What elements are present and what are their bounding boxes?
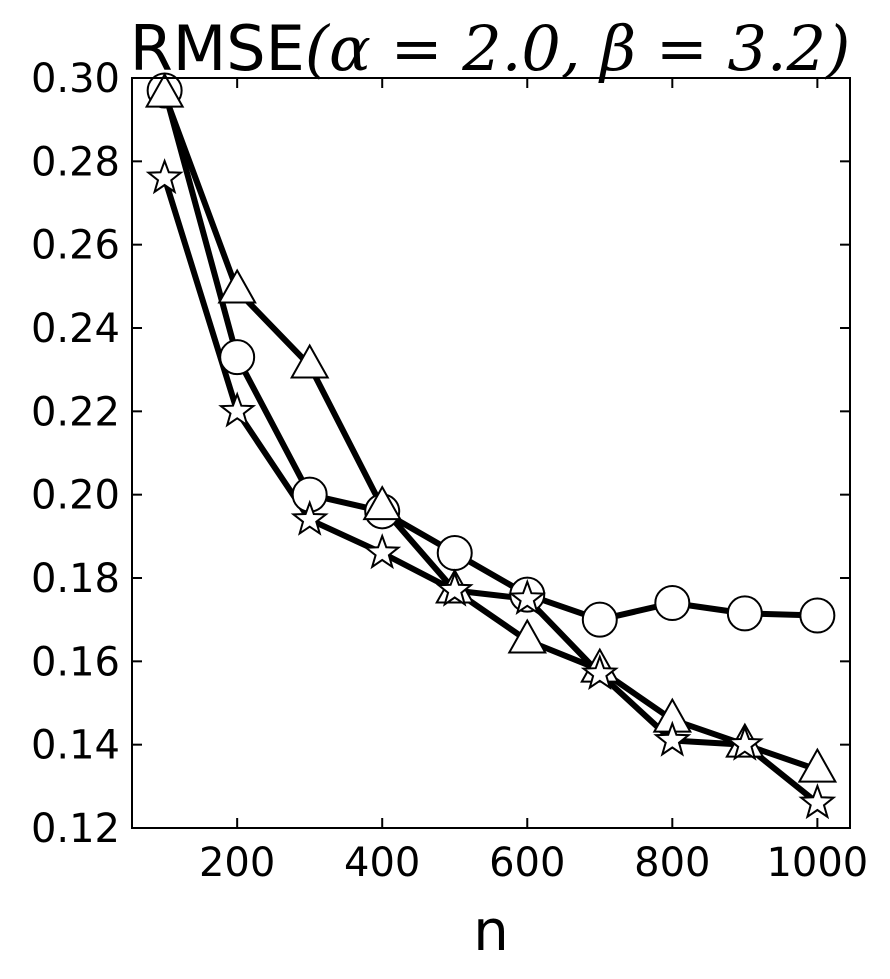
- y-tick-label: 0.28: [31, 139, 120, 185]
- chart-title: RMSE(α = 2.0, β = 3.2): [130, 12, 851, 85]
- star-marker: [580, 653, 619, 690]
- x-tick-label: 400: [344, 840, 420, 886]
- chart-title-text: RMSE: [130, 12, 305, 85]
- star-marker: [725, 724, 764, 761]
- circle-marker: [581, 601, 618, 638]
- star-marker: [508, 578, 547, 615]
- y-tick-label: 0.30: [31, 56, 120, 102]
- circle-marker: [436, 535, 473, 571]
- triangle-marker: [797, 747, 838, 783]
- circle-marker: [654, 585, 691, 621]
- star-marker: [435, 570, 474, 607]
- series-line-star: [161, 177, 820, 806]
- star-marker: [145, 158, 184, 195]
- triangle-marker: [217, 268, 257, 304]
- y-tick-label: 0.14: [31, 723, 120, 769]
- circle-marker: [726, 595, 763, 632]
- star-marker: [798, 783, 837, 820]
- star-marker: [290, 499, 329, 536]
- circle-marker: [799, 597, 836, 634]
- y-tick-label: 0.26: [31, 223, 120, 269]
- star-marker: [653, 720, 692, 757]
- circle-marker: [219, 339, 256, 376]
- star-marker: [218, 391, 257, 428]
- y-axis: 0.12 0.14 0.16 0.18 0.20 0.22 0.24 0.26 0.28 0.30: [31, 56, 850, 852]
- x-axis: 200 400 600 800 1000: [199, 78, 868, 886]
- y-tick-label: 0.12: [31, 806, 120, 852]
- y-tick-label: 0.18: [31, 556, 120, 602]
- triangle-marker: [362, 485, 402, 521]
- x-tick-label: 800: [634, 840, 710, 886]
- x-tick-label: 600: [489, 840, 565, 886]
- series-line-triangle: [161, 93, 819, 773]
- plot-frame: [131, 77, 851, 829]
- y-tick-label: 0.20: [31, 473, 120, 519]
- x-tick-label: 200: [199, 840, 275, 886]
- series-line-circle: [161, 89, 818, 623]
- chart-title-params: (α = 2.0, β = 3.2): [305, 12, 850, 85]
- y-tick-label: 0.16: [31, 639, 120, 685]
- triangle-marker: [289, 343, 330, 379]
- triangle-marker: [144, 72, 185, 108]
- x-axis-label: n: [473, 899, 509, 964]
- x-tick-label: 1000: [766, 840, 868, 886]
- y-tick-label: 0.22: [31, 389, 120, 435]
- star-marker: [363, 533, 402, 570]
- plot-area: [144, 72, 838, 820]
- y-tick-label: 0.24: [31, 306, 120, 352]
- triangle-marker: [507, 618, 547, 654]
